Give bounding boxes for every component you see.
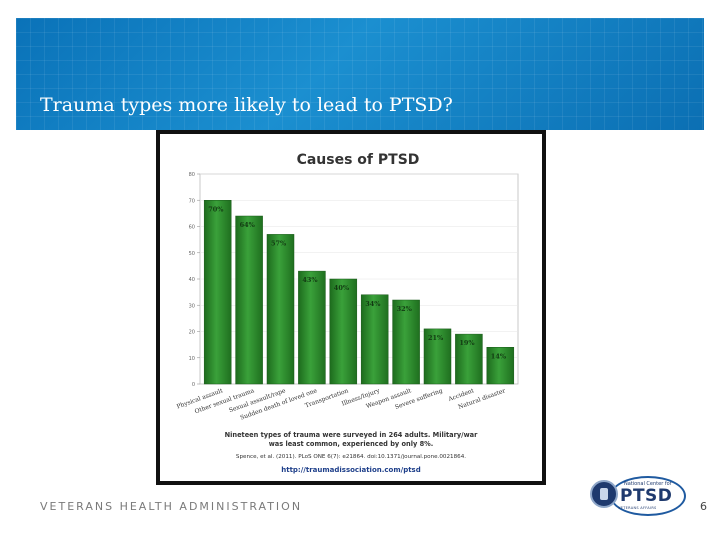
y-tick-label: 70 [189, 198, 195, 204]
ptsd-logo: National Center for PTSD VETERANS AFFAIR… [588, 476, 688, 520]
bar-7 [392, 299, 420, 385]
y-tick-label: 50 [189, 251, 195, 257]
y-tick-label: 20 [189, 330, 195, 336]
bar-10 [486, 347, 515, 385]
y-tick-label: 40 [189, 277, 195, 283]
footer-agency-name: VETERANS HEALTH ADMINISTRATION [40, 500, 303, 513]
y-tick-label: 10 [189, 356, 195, 362]
bar-value-label: 64% [240, 221, 256, 229]
chart-panel: Causes of PTSD 0 10 20 30 40 50 60 70 80 70% Physi… [160, 134, 542, 481]
bar-value-label: 19% [459, 339, 475, 347]
page-number: 6 [700, 500, 707, 513]
bar-value-label: 14% [491, 352, 507, 360]
va-seal-icon [590, 480, 618, 508]
bar-3 [266, 234, 295, 385]
bar-9 [455, 333, 483, 385]
logo-small-text: National Center for [624, 481, 672, 487]
chart-figure: Causes of PTSD 0 10 20 30 40 50 60 70 80 70% Physi… [156, 130, 546, 485]
y-tick-label: 0 [192, 382, 195, 388]
chart-caption-line-2: was least common, experienced by only 8%… [269, 440, 434, 448]
banner-pattern [16, 18, 704, 130]
logo-tagline: VETERANS AFFAIRS [618, 506, 657, 510]
bar-value-label: 57% [271, 239, 287, 247]
bar-chart: Causes of PTSD 0102030405060708070%Physi… [176, 152, 519, 474]
bar-8 [423, 328, 452, 385]
chart-title: Causes of PTSD [297, 152, 420, 168]
chart-citation: Spence, et al. (2011). PLoS ONE 6(7): e2… [236, 454, 466, 460]
y-tick-label: 80 [189, 172, 195, 178]
y-tick-label: 60 [189, 225, 195, 231]
bar-1 [203, 200, 232, 385]
header-banner: Trauma types more likely to lead to PTSD… [16, 18, 704, 130]
bar-value-label: 21% [428, 334, 444, 342]
y-tick-label: 30 [189, 303, 195, 309]
bar-value-label: 34% [365, 300, 381, 308]
bar-2 [235, 215, 263, 385]
bar-4 [298, 270, 326, 385]
chart-source-url: http://traumadissociation.com/ptsd [281, 466, 421, 474]
bar-6 [360, 294, 389, 385]
bar-value-label: 70% [208, 205, 224, 213]
chart-caption-line-1: Nineteen types of trauma were surveyed i… [225, 431, 479, 439]
bar-value-label: 40% [334, 284, 350, 292]
logo-big-text: PTSD [620, 486, 673, 506]
bar-value-label: 43% [302, 276, 318, 284]
bar-value-label: 32% [397, 305, 413, 313]
slide-title: Trauma types more likely to lead to PTSD… [40, 94, 453, 116]
bar-5 [329, 278, 358, 385]
